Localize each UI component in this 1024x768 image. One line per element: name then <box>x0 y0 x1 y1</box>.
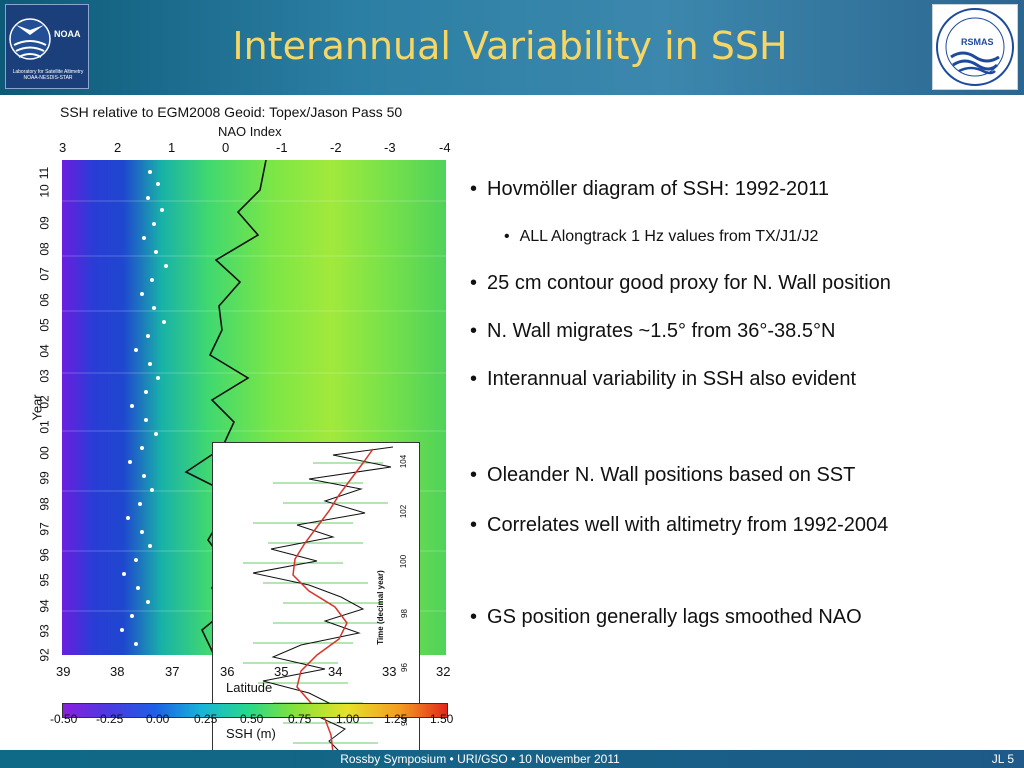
nao-tick-2: 2 <box>114 140 122 155</box>
bullet-text: N. Wall migrates ~1.5° from 36°-38.5°N <box>487 320 836 342</box>
figure-title: SSH relative to EGM2008 Geoid: Topex/Jas… <box>60 104 403 120</box>
latitude-tick-37: 37 <box>165 664 180 679</box>
colorbar-tick-150: 1.50 <box>430 712 454 726</box>
latitude-tick-32: 32 <box>436 664 451 679</box>
bullet-item: • Correlates well with altimetry from 199… <box>470 514 889 536</box>
year-tick-04: 04 <box>37 344 52 358</box>
latitude-tick-33: 33 <box>382 664 397 679</box>
colorbar-tick-neg025: -0.25 <box>96 712 124 726</box>
latitude-tick-36: 36 <box>220 664 235 679</box>
year-tick-95: 95 <box>37 573 52 587</box>
colorbar-tick-000: 0.00 <box>146 712 170 726</box>
rsmas-logo: RSMAS <box>932 4 1018 90</box>
year-tick-05: 05 <box>37 318 52 332</box>
nao-tick-1: 1 <box>168 140 176 155</box>
year-tick-99: 99 <box>37 471 52 485</box>
year-tick-10: 10 <box>37 184 52 198</box>
footer-text: Rossby Symposium • URI/GSO • 10 November… <box>340 752 620 766</box>
year-tick-06: 06 <box>37 293 52 307</box>
noaa-caption: Laboratory for Satellite Altimetry NOAA-… <box>12 69 84 81</box>
inset-tick-98: 98 <box>399 609 409 618</box>
year-tick-93: 93 <box>37 624 52 638</box>
inset-error-bars <box>243 462 388 744</box>
colorbar-tick-075: 0.75 <box>288 712 312 726</box>
year-tick-01: 01 <box>37 420 52 434</box>
noaa-wordmark: NOAA <box>54 29 81 39</box>
bullet-text: Oleander N. Wall positions based on SST <box>487 464 856 486</box>
rsmas-waves-icon <box>936 8 1014 86</box>
colorbar-label: SSH (m) <box>226 726 276 741</box>
year-tick-92: 92 <box>37 648 52 662</box>
year-tick-09: 09 <box>37 216 52 230</box>
latitude-tick-38: 38 <box>110 664 125 679</box>
year-tick-08: 08 <box>37 242 52 256</box>
nao-tick-0: 0 <box>222 140 230 155</box>
inset-raw-series <box>252 446 394 754</box>
inset-tick-104: 104 <box>399 454 409 469</box>
bullet-text: ALL Alongtrack 1 Hz values from TX/J1/J2 <box>519 228 819 245</box>
bullet-text: Interannual variability in SSH also evid… <box>487 368 857 390</box>
nao-tick-neg2: -2 <box>330 140 342 155</box>
colorbar-tick-neg050: -0.50 <box>50 712 78 726</box>
year-tick-00: 00 <box>37 446 52 460</box>
noaa-seagull-icon <box>9 18 51 60</box>
latitude-tick-34: 34 <box>328 664 343 679</box>
inset-y-label: Time (decimal year) <box>375 570 385 645</box>
bullet-item: • 25 cm contour good proxy for N. Wall po… <box>470 272 891 294</box>
inset-tick-102: 102 <box>399 504 409 519</box>
ssh-colorbar <box>62 703 448 718</box>
year-tick-03: 03 <box>37 369 52 383</box>
inset-tick-100: 100 <box>399 554 409 569</box>
inset-smoothed-series <box>292 448 374 754</box>
bullet-text: GS position generally lags smoothed NAO <box>487 606 862 628</box>
bullet-item: • Interannual variability in SSH also evi… <box>470 368 857 390</box>
year-tick-97: 97 <box>37 522 52 536</box>
nao-axis-label: NAO Index <box>218 124 282 139</box>
latitude-tick-39: 39 <box>56 664 71 679</box>
bullet-item: • Oleander N. Wall positions based on SST <box>470 464 856 486</box>
bullet-item: • GS position generally lags smoothed NAO <box>470 606 862 628</box>
sub-bullet-item: • ALL Alongtrack 1 Hz values from TX/J1/J… <box>504 228 819 245</box>
year-tick-02: 02 <box>37 395 52 409</box>
colorbar-tick-050: 0.50 <box>240 712 264 726</box>
noaa-logo: NOAA Laboratory for Satellite Altimetry … <box>5 4 89 89</box>
nao-tick-neg1: -1 <box>276 140 288 155</box>
slide-header: NOAA Laboratory for Satellite Altimetry … <box>0 0 1024 95</box>
colorbar-tick-100: 1.00 <box>336 712 360 726</box>
nao-tick-neg3: -3 <box>384 140 396 155</box>
bullet-item: • Hovmöller diagram of SSH: 1992-2011 <box>470 178 830 200</box>
latitude-tick-35: 35 <box>274 664 289 679</box>
hovmoller-figure: SSH relative to EGM2008 Geoid: Topex/Jas… <box>30 100 460 760</box>
nao-tick-3: 3 <box>59 140 67 155</box>
inset-tick-96: 96 <box>399 663 409 672</box>
colorbar-tick-125: 1.25 <box>384 712 408 726</box>
year-tick-11: 11 <box>37 166 52 180</box>
year-tick-94: 94 <box>37 599 52 613</box>
rsmas-wordmark: RSMAS <box>961 37 994 47</box>
latitude-axis-label: Latitude <box>226 680 273 695</box>
year-tick-96: 96 <box>37 548 52 562</box>
nao-tick-neg4: -4 <box>439 140 451 155</box>
contour-points <box>120 170 168 646</box>
year-tick-98: 98 <box>37 497 52 511</box>
bullet-item: • N. Wall migrates ~1.5° from 36°-38.5°N <box>470 320 836 342</box>
bullet-text: Correlates well with altimetry from 1992… <box>487 514 889 536</box>
colorbar-tick-025: 0.25 <box>194 712 218 726</box>
slide-title: Interannual Variability in SSH <box>232 24 788 68</box>
slide-footer: Rossby Symposium • URI/GSO • 10 November… <box>0 750 1024 768</box>
bullet-text: Hovmöller diagram of SSH: 1992-2011 <box>487 178 830 200</box>
page-number: JL 5 <box>991 752 1014 766</box>
year-tick-07: 07 <box>37 267 52 281</box>
bullet-text: 25 cm contour good proxy for N. Wall pos… <box>487 272 891 294</box>
